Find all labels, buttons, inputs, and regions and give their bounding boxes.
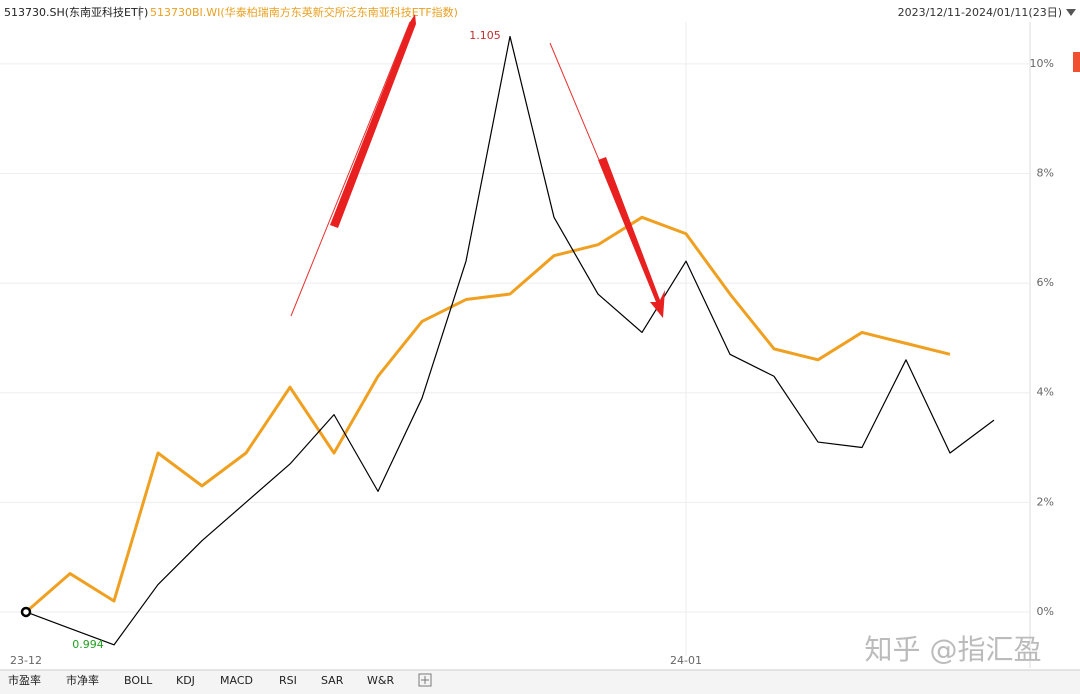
dropdown-icon[interactable] — [1066, 9, 1076, 16]
series-line — [25, 215, 951, 614]
header-bar — [0, 0, 1080, 22]
y-tick-label: 10% — [1030, 57, 1054, 70]
y-tick-label: 0% — [1037, 605, 1054, 618]
y-tick-label: 6% — [1037, 276, 1054, 289]
plot: 0% 2% 4% 6% 8% 10% 23-12 24-01 — [0, 22, 1054, 668]
tab[interactable]: 市净率 — [66, 673, 99, 687]
date-range[interactable]: 2023/12/11-2024/01/11(23日) — [898, 6, 1062, 19]
legend-index: 513730BI.WI(华泰柏瑞南方东英新交所泛东南亚科技ETF指数) — [150, 5, 458, 19]
tab[interactable]: RSI — [279, 674, 297, 687]
tab[interactable]: MACD — [220, 674, 253, 687]
x-tick-label: 23-12 — [10, 654, 42, 667]
min-label: 0.994 — [72, 638, 104, 651]
y-tick-label: 8% — [1037, 166, 1054, 179]
tab[interactable]: SAR — [321, 674, 344, 687]
tab[interactable]: 市盈率 — [8, 673, 41, 687]
side-icon[interactable] — [1073, 52, 1080, 72]
series-line — [25, 35, 995, 646]
arrow-up — [330, 14, 416, 228]
start-marker — [20, 606, 32, 618]
tab[interactable]: BOLL — [124, 674, 153, 687]
y-tick-label: 2% — [1037, 495, 1054, 508]
y-tick-label: 4% — [1037, 386, 1054, 399]
watermark: 知乎 @指汇盈 — [865, 633, 1042, 666]
toolbar — [0, 670, 1080, 694]
arrow-up-thin — [290, 21, 411, 317]
max-label: 1.105 — [469, 29, 501, 42]
add-icon — [421, 676, 429, 684]
tabs: 市盈率 市净率 BOLL KDJ MACD RSI SAR W&R — [8, 673, 394, 687]
add-tab[interactable] — [418, 673, 432, 687]
x-tick-label: 24-01 — [670, 654, 702, 667]
arrow-down — [598, 157, 665, 318]
legend-etf: 513730.SH(东南亚科技ETF) — [4, 5, 148, 19]
tab[interactable]: W&R — [367, 674, 394, 687]
tab[interactable]: KDJ — [176, 674, 195, 687]
